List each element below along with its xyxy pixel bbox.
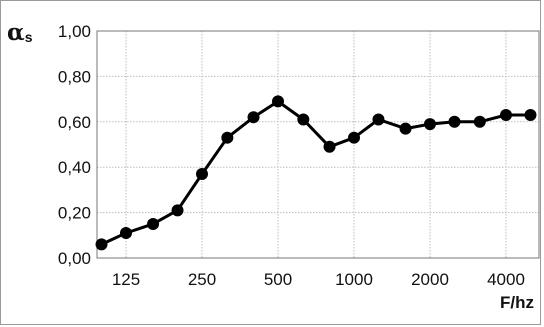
x-axis-title: F/hz — [500, 293, 534, 312]
data-point — [297, 113, 310, 126]
data-point — [473, 115, 486, 128]
y-tick-label: 0,00 — [58, 249, 91, 268]
data-point — [196, 168, 208, 181]
data-point — [524, 108, 537, 121]
y-axis-ticks: 0,00 0,20 0,40 0,60 0,80 1,00 — [58, 22, 91, 268]
data-point — [323, 140, 336, 153]
data-point — [500, 108, 512, 121]
x-tick-label: 4000 — [487, 270, 525, 289]
data-point — [120, 227, 132, 240]
plot-area-border — [96, 30, 540, 259]
data-point — [171, 204, 184, 217]
y-axis-title: αs — [7, 19, 33, 46]
y-axis-title-subscript: s — [25, 29, 33, 45]
y-tick-label: 0,60 — [58, 113, 91, 132]
y-axis-title-symbol: α — [7, 19, 25, 46]
line-chart: 0,00 0,20 0,40 0,60 0,80 1,00 125 250 500 1000 20… — [7, 19, 540, 312]
series-line — [100, 99, 531, 246]
data-point — [372, 113, 385, 126]
x-tick-label: 125 — [112, 270, 140, 289]
grid-lines — [97, 30, 539, 259]
x-tick-label: 1000 — [335, 270, 373, 289]
x-tick-label: 250 — [188, 270, 216, 289]
data-point — [448, 115, 461, 128]
y-tick-label: 0,20 — [58, 204, 91, 223]
data-point — [247, 111, 260, 124]
y-tick-label: 1,00 — [58, 22, 91, 41]
data-point — [95, 238, 108, 251]
data-points — [95, 95, 537, 251]
data-point — [348, 131, 360, 144]
y-tick-label: 0,80 — [58, 67, 91, 86]
data-point — [221, 131, 234, 144]
x-tick-label: 500 — [264, 270, 292, 289]
data-point — [147, 217, 160, 230]
data-point — [424, 118, 436, 131]
data-point — [272, 95, 284, 108]
x-axis-ticks: 125 250 500 1000 2000 4000 — [112, 270, 525, 289]
x-tick-label: 2000 — [411, 270, 449, 289]
y-tick-label: 0,40 — [58, 158, 91, 177]
data-point — [399, 122, 412, 135]
